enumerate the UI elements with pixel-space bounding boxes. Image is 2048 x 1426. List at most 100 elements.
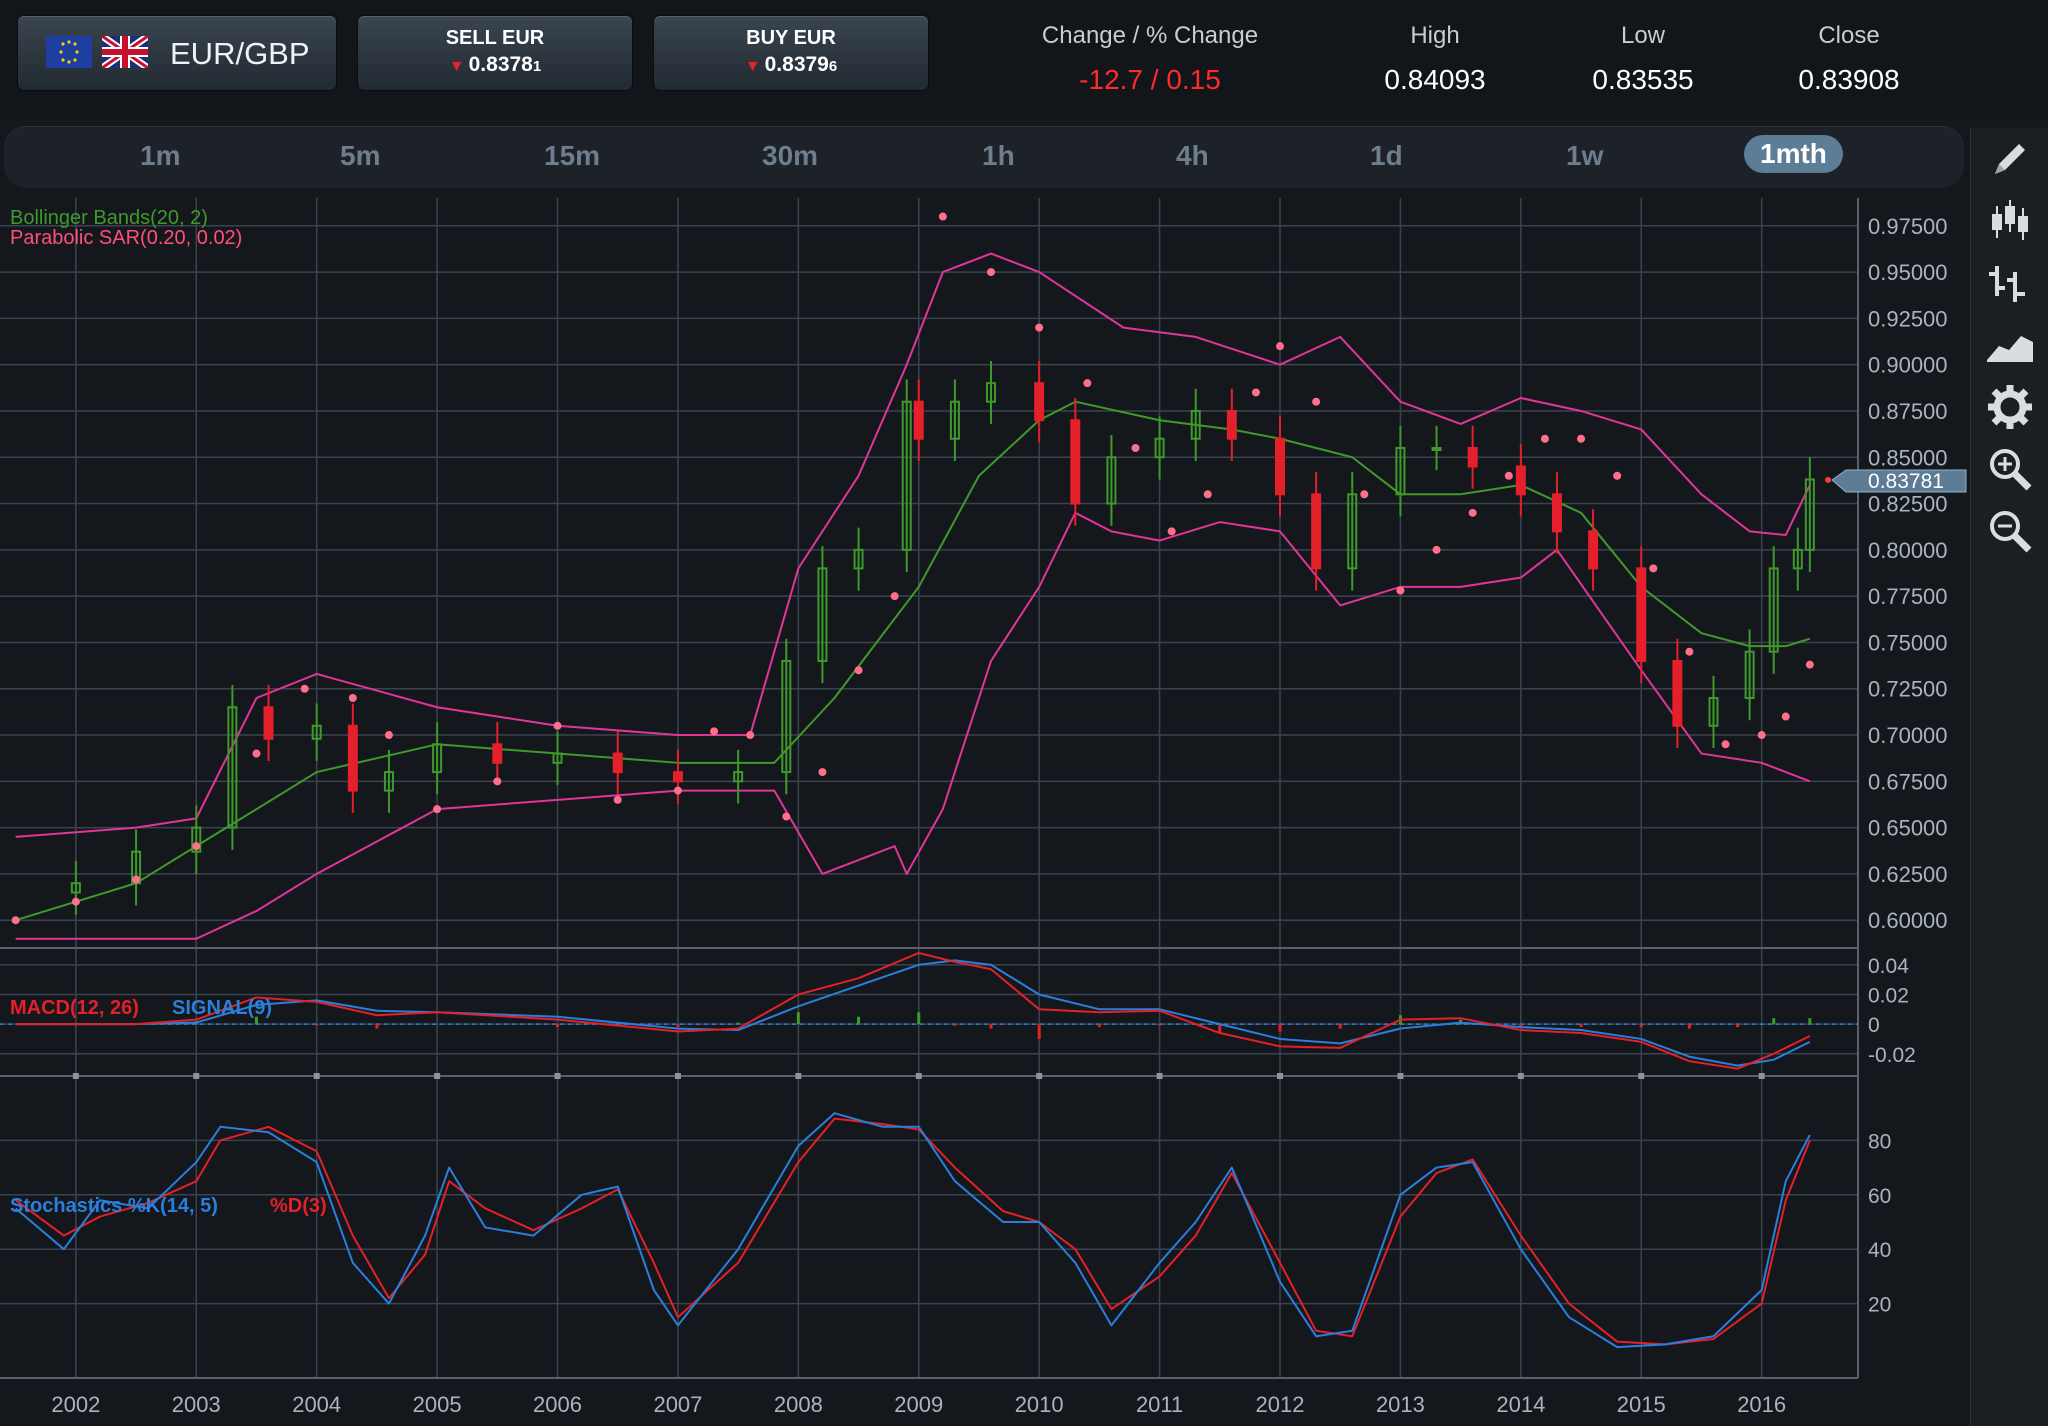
sar-dot <box>300 684 309 693</box>
macd-legend: MACD(12, 26) <box>10 997 139 1019</box>
price-chart[interactable]: 2002 2003 2004 2005 2006 2007 2008 2009 2010 2011… <box>0 198 1968 1426</box>
bollinger-upper-line <box>15 252 1811 838</box>
sar-dot <box>613 795 622 804</box>
buy-button[interactable]: BUY EUR ▼ 0.83796 <box>654 16 928 90</box>
sell-label: SELL EUR <box>445 27 545 49</box>
candle-up <box>383 771 394 792</box>
timeframe-1w[interactable]: 1w <box>1566 140 1604 171</box>
candle-up <box>1708 697 1719 727</box>
x-tick-label: 2012 <box>1256 1392 1305 1417</box>
buy-price-pip: 6 <box>828 58 838 75</box>
sar-dot <box>746 731 755 740</box>
candle-up <box>853 548 864 570</box>
sar-dot <box>1251 388 1260 397</box>
price-tick-label: 0.80000 <box>1868 538 1948 563</box>
sar-dot <box>1203 490 1212 499</box>
zoom-out-icon[interactable] <box>1985 506 2035 556</box>
bollinger-lower-line <box>15 511 1811 940</box>
x-tick-label: 2009 <box>894 1392 943 1417</box>
sar-dot <box>1167 527 1176 536</box>
x-tick-label: 2006 <box>533 1392 582 1417</box>
sar-dot <box>348 694 357 702</box>
candle-down <box>347 724 358 792</box>
x-tick-label: 2016 <box>1737 1392 1786 1417</box>
timeframe-1m[interactable]: 1m <box>140 140 181 171</box>
sar-dot <box>938 212 947 221</box>
x-tick-label: 2008 <box>774 1392 823 1417</box>
close-stat: Close 0.83908 <box>1774 22 1924 96</box>
signal-legend: SIGNAL(9) <box>172 997 272 1019</box>
candle-up <box>1431 447 1442 451</box>
uk-flag-icon <box>102 36 148 68</box>
price-tick-label: 0.90000 <box>1868 353 1948 378</box>
sar-dot <box>1396 586 1405 595</box>
sar-dot <box>818 768 827 777</box>
gear-icon[interactable] <box>1985 382 2035 432</box>
sar-dot <box>854 666 863 675</box>
timeframe-1d[interactable]: 1d <box>1370 140 1403 171</box>
candle-down <box>672 771 683 783</box>
panel-tick-marker <box>795 1073 802 1079</box>
instrument-selector[interactable]: EUR/GBP <box>18 16 336 90</box>
candle-down <box>913 400 924 440</box>
pencil-icon[interactable] <box>1985 134 2035 184</box>
low-stat: Low 0.83535 <box>1568 22 1718 96</box>
panel-tick-marker <box>1397 1073 1404 1079</box>
chart-grid <box>0 198 1859 1379</box>
high-stat: High 0.84093 <box>1360 22 1510 96</box>
sar-dot <box>1805 660 1814 669</box>
panel-tick-marker <box>1277 1073 1284 1079</box>
pair-label: EUR/GBP <box>170 36 310 71</box>
candle-up <box>227 706 238 829</box>
tool-sidebar <box>1970 128 2048 1426</box>
macd-tick-label: 0 <box>1868 1014 1880 1037</box>
price-down-icon: ▼ <box>448 58 465 75</box>
timeframe-15m[interactable]: 15m <box>544 140 601 171</box>
panel-tick-marker <box>1036 1073 1043 1079</box>
panel-tick-marker <box>434 1073 441 1079</box>
area-chart-icon[interactable] <box>1985 320 2035 370</box>
candle-up <box>191 826 202 853</box>
sell-button[interactable]: SELL EUR ▼ 0.83781 <box>358 16 632 90</box>
sar-dot <box>1613 471 1622 480</box>
panel-tick-marker <box>313 1073 320 1079</box>
panel-tick-marker <box>554 1073 561 1079</box>
panel-tick-marker <box>193 1073 200 1079</box>
candle-down <box>1588 530 1599 570</box>
price-tick-label: 0.70000 <box>1868 723 1948 748</box>
stoch-tick-label: 80 <box>1868 1130 1891 1153</box>
sar-dot <box>1276 342 1285 351</box>
sar-dot <box>1540 434 1549 443</box>
zoom-in-icon[interactable] <box>1985 444 2035 494</box>
candle-up <box>1395 447 1406 496</box>
stoch-tick-label: 60 <box>1868 1185 1891 1208</box>
x-tick-label: 2014 <box>1496 1392 1545 1417</box>
timeframe-1h[interactable]: 1h <box>982 140 1015 171</box>
price-tick-label: 0.82500 <box>1868 492 1948 517</box>
price-tick-label: 0.92500 <box>1868 306 1948 331</box>
timeframe-30m[interactable]: 30m <box>762 140 819 171</box>
sar-dot <box>1781 712 1790 721</box>
candle-up <box>733 771 744 783</box>
timeframe-4h[interactable]: 4h <box>1176 140 1209 171</box>
candle-up <box>901 400 912 551</box>
timeframe-5m[interactable]: 5m <box>340 140 381 171</box>
sar-dot <box>1432 545 1441 554</box>
x-tick-label: 2007 <box>653 1392 702 1417</box>
candle-down <box>1311 493 1322 570</box>
panel-tick-marker <box>72 1073 79 1079</box>
timeframe-1mth[interactable]: 1mth <box>1744 135 1843 173</box>
close-value: 0.83908 <box>1798 64 1900 95</box>
bollinger-legend: Bollinger Bands(20, 2) <box>10 207 208 229</box>
timeframe-bar: 1m 5m 15m 30m 1h 4h 1d 1w 1mth <box>4 126 1964 188</box>
candle-up <box>1804 478 1815 551</box>
ohlc-bars-icon[interactable] <box>1985 258 2035 308</box>
sar-dot <box>673 786 682 795</box>
price-tick-label: 0.77500 <box>1868 584 1948 609</box>
candle-down <box>1034 382 1045 422</box>
sar-dot <box>890 592 899 601</box>
low-header: Low <box>1620 22 1666 49</box>
current-price-dot <box>1825 476 1831 483</box>
panel-tick-marker <box>1758 1073 1765 1079</box>
candlestick-icon[interactable] <box>1985 196 2035 246</box>
